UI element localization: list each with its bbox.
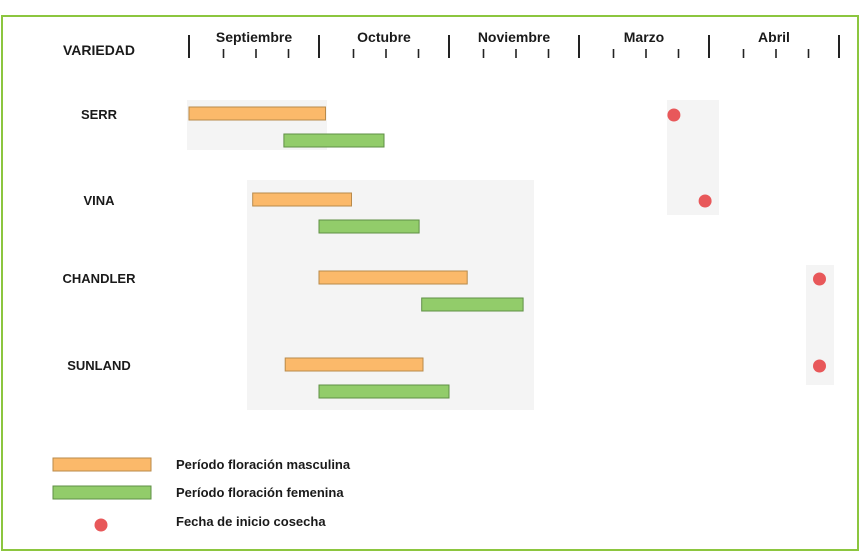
variety-label: SUNLAND <box>67 358 131 373</box>
chart-frame <box>1 15 859 551</box>
variety-label: VINA <box>83 193 115 208</box>
male-flowering-bar <box>284 357 424 372</box>
month-label: Noviembre <box>478 29 551 45</box>
male-flowering-bar <box>252 192 352 207</box>
month-label: Abril <box>758 29 790 45</box>
shade-area <box>247 180 534 410</box>
variety-label: CHANDLER <box>63 271 137 286</box>
legend-female-swatch <box>52 485 152 500</box>
legend-harvest-dot <box>94 518 108 532</box>
harvest-dot <box>667 108 681 122</box>
month-label: Septiembre <box>216 29 292 45</box>
legend-harvest-label: Fecha de inicio cosecha <box>176 514 326 529</box>
male-flowering-bar <box>318 270 468 285</box>
harvest-dot <box>813 359 826 373</box>
variety-label: SERR <box>81 107 118 122</box>
harvest-dot <box>813 272 826 286</box>
legend-female-label: Período floración femenina <box>176 485 344 500</box>
female-flowering-bar <box>283 133 385 148</box>
legend-male-label: Período floración masculina <box>176 457 351 472</box>
harvest-dot <box>698 194 712 208</box>
female-flowering-bar <box>421 297 524 312</box>
header-label: VARIEDAD <box>63 42 135 58</box>
male-flowering-bar <box>188 106 326 121</box>
female-flowering-bar <box>318 384 450 399</box>
month-label: Octubre <box>357 29 411 45</box>
month-label: Marzo <box>624 29 664 45</box>
legend-male-swatch <box>52 457 152 472</box>
female-flowering-bar <box>318 219 420 234</box>
